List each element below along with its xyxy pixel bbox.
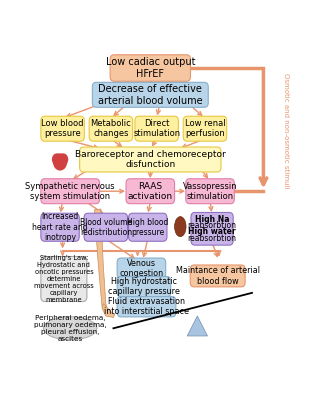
Text: Starling's Law:
Hydrostatic and
oncotic pressures
determine
movement across
capi: Starling's Law: Hydrostatic and oncotic … <box>34 255 94 303</box>
Circle shape <box>58 153 68 166</box>
Text: reabsorbtion: reabsorbtion <box>188 234 236 242</box>
FancyBboxPatch shape <box>190 265 245 287</box>
Text: Vassopressin
stimulation: Vassopressin stimulation <box>183 182 237 201</box>
Text: High Na: High Na <box>195 215 229 224</box>
Text: RAAS
activation: RAAS activation <box>128 182 173 201</box>
Text: Low blood
pressure: Low blood pressure <box>41 119 84 138</box>
Text: reabsorbtion: reabsorbtion <box>188 221 236 230</box>
Text: High blood
pressure: High blood pressure <box>127 218 169 237</box>
Polygon shape <box>102 304 115 318</box>
Text: Fluid extravasation
into interstitial space: Fluid extravasation into interstitial sp… <box>104 297 189 316</box>
Text: Increased
heart rate and
inotropy: Increased heart rate and inotropy <box>32 212 88 242</box>
FancyBboxPatch shape <box>89 116 133 141</box>
Polygon shape <box>187 316 208 336</box>
FancyBboxPatch shape <box>183 116 227 141</box>
FancyBboxPatch shape <box>41 179 100 204</box>
FancyBboxPatch shape <box>41 213 79 241</box>
Text: Sympathetic nervous
system stimulation: Sympathetic nervous system stimulation <box>26 182 115 201</box>
Text: Decrease of effective
arterial blood volume: Decrease of effective arterial blood vol… <box>98 84 203 106</box>
Text: Baroreceptor and chemoreceptor
disfunction: Baroreceptor and chemoreceptor disfuncti… <box>75 150 226 169</box>
FancyBboxPatch shape <box>41 116 84 141</box>
FancyBboxPatch shape <box>191 212 233 245</box>
Text: Peripheral oedema,
pulmonary oedema,
pleural effusion,
ascites: Peripheral oedema, pulmonary oedema, ple… <box>34 315 107 342</box>
FancyBboxPatch shape <box>117 276 171 297</box>
Ellipse shape <box>174 217 186 237</box>
FancyBboxPatch shape <box>117 258 166 278</box>
Text: High water: High water <box>188 227 236 236</box>
FancyBboxPatch shape <box>80 147 221 172</box>
Text: Metabolic
changes: Metabolic changes <box>91 119 131 138</box>
Text: Osmotic and non-osmotic stimuli: Osmotic and non-osmotic stimuli <box>283 74 289 189</box>
Text: Venous
congestion: Venous congestion <box>119 258 163 278</box>
Text: Blood volume
redistribution: Blood volume redistribution <box>80 218 132 237</box>
Circle shape <box>52 153 62 166</box>
Ellipse shape <box>44 317 97 340</box>
Text: High hydrostatic
capillary pressure: High hydrostatic capillary pressure <box>108 277 180 296</box>
Circle shape <box>53 153 67 170</box>
FancyBboxPatch shape <box>129 213 167 241</box>
Text: Direct
stimulation: Direct stimulation <box>133 119 180 138</box>
FancyBboxPatch shape <box>92 82 208 107</box>
Text: Low cadiac output
HFrEF: Low cadiac output HFrEF <box>106 57 195 79</box>
FancyBboxPatch shape <box>126 179 174 204</box>
FancyBboxPatch shape <box>186 179 234 204</box>
FancyBboxPatch shape <box>84 213 128 241</box>
Polygon shape <box>94 210 108 314</box>
Text: Maintance of arterial
blood flow: Maintance of arterial blood flow <box>176 266 260 286</box>
Text: Low renal
perfusion: Low renal perfusion <box>185 119 225 138</box>
FancyBboxPatch shape <box>117 296 176 317</box>
FancyBboxPatch shape <box>110 55 191 81</box>
FancyBboxPatch shape <box>135 116 178 141</box>
FancyBboxPatch shape <box>41 256 87 302</box>
